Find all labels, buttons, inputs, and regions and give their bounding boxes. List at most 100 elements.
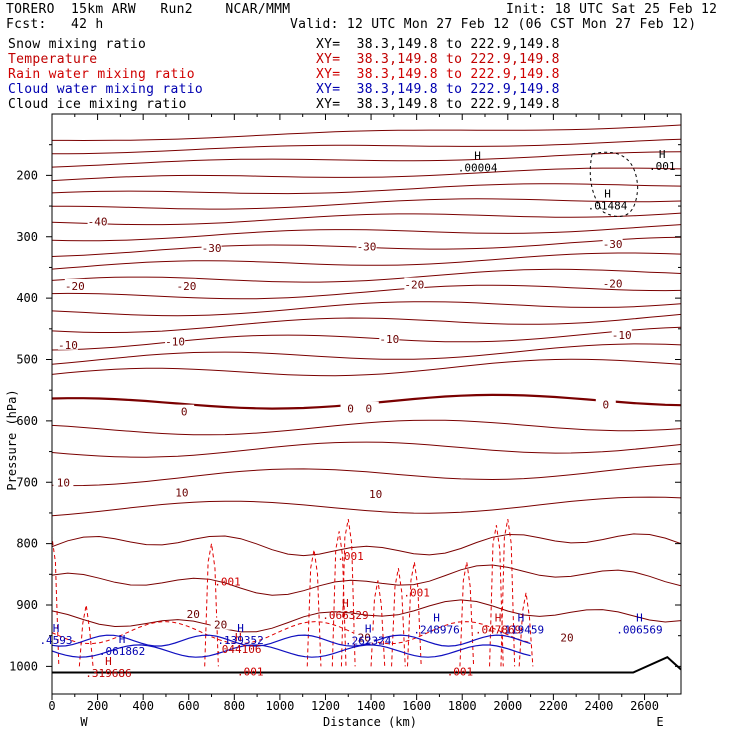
rain-max-value: .066329 (322, 609, 368, 622)
temperature-label: 0 (365, 403, 372, 416)
rain-contour-label: .001 (447, 665, 474, 678)
temperature-label-bg (53, 475, 74, 488)
y-tick-label: 700 (16, 475, 38, 489)
rain-contour-spike (78, 604, 94, 667)
rain-max-value: .047869 (475, 624, 521, 637)
temperature-isotherm (52, 343, 681, 365)
x-tick-label: 1600 (402, 699, 431, 713)
x-axis-label: Distance (km) (323, 715, 417, 729)
temperature-label-bg (356, 239, 377, 252)
temperature-isotherm (52, 358, 681, 377)
x-tick-label: 400 (132, 699, 154, 713)
snow-max-marker: H (474, 149, 481, 162)
temperature-label-bg (602, 237, 623, 250)
temperature-label-bg (354, 630, 375, 643)
rain-contour-spike (306, 549, 322, 667)
snow-max-value: .00004 (458, 161, 498, 174)
cloud_water-max-marker: H (636, 612, 643, 625)
temperature-label-bg (174, 404, 195, 417)
y-tick-label: 300 (16, 230, 38, 244)
rain-contour-label: .001 (403, 587, 430, 600)
cloud-water-contour (52, 644, 531, 658)
legend-snow: Snow mixing ratio (8, 37, 147, 52)
chart-labels: -40-30 -30 -30-20 -20 -20 -20-10 -10 -10 -100 0 0 0… (39, 148, 675, 680)
model-title: TORERO 15km ARW Run2 NCAR/MMM (6, 2, 291, 17)
temperature-isotherm (52, 301, 681, 317)
temperature-label-bg (87, 214, 108, 227)
terrain-surface (52, 655, 681, 674)
temperature-label-bg (210, 617, 231, 630)
y-tick-label: 600 (16, 414, 38, 428)
x-tick-label: 0 (48, 699, 55, 713)
rain-contour-spike (500, 518, 516, 667)
y-tick-label: 400 (16, 291, 38, 305)
rain-contour-spike (459, 561, 475, 667)
temperature-isotherm (52, 496, 681, 517)
x-tick-label: 1000 (265, 699, 294, 713)
temperature-isotherm (52, 268, 681, 283)
snow-max-marker: H (659, 148, 666, 161)
x-tick-label: 200 (87, 699, 109, 713)
temperature-label: -30 (202, 242, 222, 255)
temperature-isotherm (52, 284, 681, 300)
temperature-label-bg (340, 401, 361, 414)
x-tick-label: 2400 (585, 699, 614, 713)
cloud_water-max-marker: H (119, 633, 126, 646)
rain-contours (52, 518, 534, 667)
cloud_water-max-marker: H (365, 623, 372, 636)
temperature-isotherm (52, 463, 681, 487)
temperature-label-bg (171, 485, 192, 498)
axes: 0 200 400 600 800 1000 1200 1400 1600 1800 2000 220… (9, 114, 681, 713)
x-tick-label: 1200 (311, 699, 340, 713)
legend-cloud-water-xy: XY= 38.3,149.8 to 222.9,149.8 (316, 82, 560, 97)
temperature-label: 0 (181, 406, 188, 419)
cloud_water-max-value: .139352 (217, 634, 263, 647)
cloud-water-contour (52, 634, 531, 647)
legend-rain-xy: XY= 38.3,149.8 to 222.9,149.8 (316, 67, 560, 82)
legend-cloud-ice-xy: XY= 38.3,149.8 to 222.9,149.8 (316, 97, 560, 112)
temperature-isotherm (52, 151, 681, 168)
temperature-label-bg (365, 486, 386, 499)
x-tick-label: 1800 (448, 699, 477, 713)
temperature-label-bg (201, 240, 222, 253)
temperature-label: 0 (347, 403, 354, 416)
temperature-isotherm (52, 441, 681, 458)
snow-max-marker: H (604, 187, 611, 200)
legend-cloud-water: Cloud water mixing ratio (8, 82, 204, 97)
temperature-label: 20 (214, 619, 227, 632)
temperature-label: -30 (603, 238, 623, 251)
temperature-contours (52, 124, 681, 633)
temperature-label: 10 (57, 476, 70, 489)
temperature-label-bg (557, 630, 578, 643)
temperature-label: -30 (357, 241, 377, 254)
y-tick-label: 200 (16, 168, 38, 182)
temperature-label: -40 (88, 215, 108, 228)
legend-cloud-ice: Cloud ice mixing ratio (8, 97, 187, 112)
rain-contour-spike (391, 568, 406, 667)
cloud_water-max-value: .248976 (413, 624, 459, 637)
cloud-water-contours (52, 634, 531, 658)
temperature-label-bg (64, 278, 85, 291)
legend-temperature-xy: XY= 38.3,149.8 to 222.9,149.8 (316, 52, 560, 67)
temperature-isotherm (52, 224, 681, 242)
y-tick-label: 900 (16, 598, 38, 612)
cloud_water-max-marker: H (518, 612, 525, 625)
temperature-label-bg (57, 337, 78, 350)
rain-max-marker: H (342, 597, 349, 610)
temperature-isotherm (52, 198, 681, 210)
temperature-label: 0 (602, 398, 609, 411)
temperature-label: 20 (560, 632, 573, 645)
rain-contour-spike (370, 580, 386, 667)
temperature-label: -10 (612, 329, 632, 342)
terrain-line (52, 655, 681, 674)
y-tick-label: 800 (16, 537, 38, 551)
temperature-label: 20 (358, 632, 371, 645)
temperature-label: -10 (379, 333, 399, 346)
rain-contour-base (52, 621, 531, 645)
rain-max-marker: H (235, 631, 242, 644)
cloud_water-max-value: .4593 (39, 634, 72, 647)
snow-max-value: .01484 (588, 199, 628, 212)
temperature-label: -20 (65, 280, 85, 293)
temperature-isotherm (52, 183, 681, 195)
